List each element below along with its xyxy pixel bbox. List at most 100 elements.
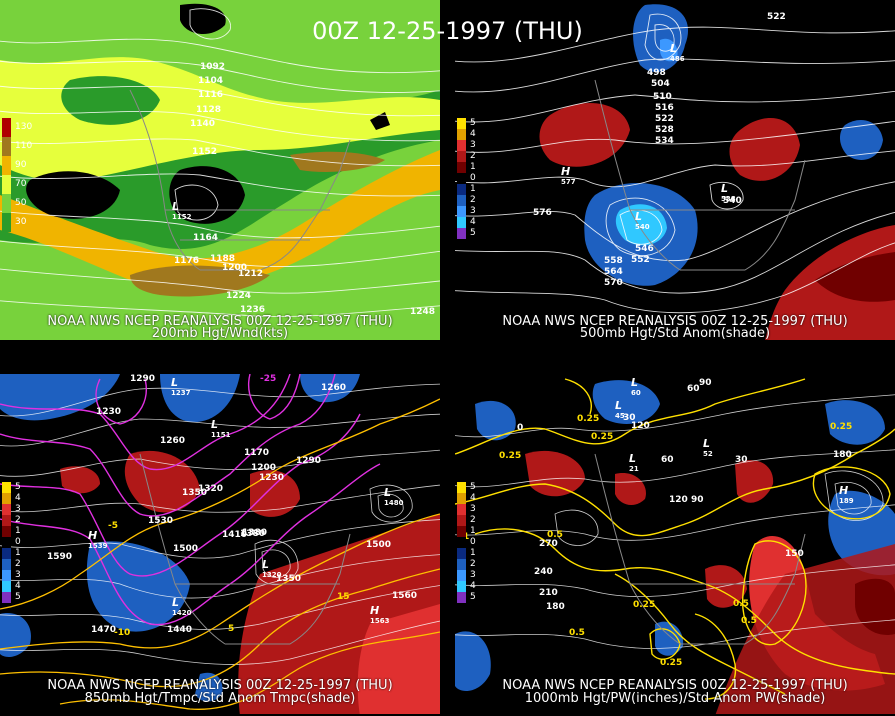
contour-label: 1116 bbox=[198, 90, 224, 100]
contour-label: 1200 bbox=[251, 463, 277, 473]
contour-label: 1410 bbox=[222, 530, 248, 540]
low-center: L 60 bbox=[631, 376, 641, 397]
legend-swatch bbox=[2, 156, 11, 175]
contour-label: 522 bbox=[767, 12, 786, 22]
legend-label: 0 bbox=[15, 537, 21, 547]
legend-swatch bbox=[457, 118, 466, 129]
contour-label: 540 bbox=[723, 196, 742, 206]
temperature-label: -25 bbox=[260, 374, 277, 384]
legend-label: 3 bbox=[470, 504, 476, 514]
legend-label: 4 bbox=[470, 129, 476, 139]
legend-swatch bbox=[2, 559, 11, 570]
panel-subtitle: 200mb Hgt/Wnd(kts) bbox=[151, 326, 289, 340]
contour-label: 1224 bbox=[226, 291, 252, 301]
legend-label: 30 bbox=[15, 217, 27, 227]
contour-label: 270 bbox=[539, 539, 558, 549]
contour-label: 1188 bbox=[210, 254, 236, 264]
legend-swatch bbox=[457, 162, 466, 173]
panel-subtitle: 500mb Hgt/Std Anom(shade) bbox=[579, 326, 771, 340]
contour-label: 1164 bbox=[193, 233, 219, 243]
legend-swatch bbox=[2, 537, 11, 548]
legend-label: 2 bbox=[470, 151, 476, 161]
contour-label: 522 bbox=[655, 114, 674, 124]
contour-label: 564 bbox=[604, 267, 623, 277]
legend-label: 2 bbox=[15, 559, 21, 569]
temperature-label: 15 bbox=[337, 592, 350, 602]
contour-label: 1140 bbox=[190, 119, 216, 129]
legend-label: 3 bbox=[470, 206, 476, 216]
low-center: L 540 bbox=[635, 210, 650, 231]
contour-label: 498 bbox=[647, 68, 666, 78]
pw-label: 0.25 bbox=[633, 600, 656, 610]
legend-swatch bbox=[457, 548, 466, 559]
low-center: L 1480 bbox=[384, 486, 404, 507]
contour-label: 30 bbox=[623, 413, 636, 423]
legend-label: 4 bbox=[470, 493, 476, 503]
contour-label: 1500 bbox=[173, 544, 199, 554]
legend-label: 1 bbox=[470, 548, 476, 558]
legend-swatch bbox=[457, 195, 466, 206]
legend-label: 130 bbox=[15, 122, 33, 132]
legend-swatch bbox=[457, 217, 466, 228]
legend-swatch bbox=[2, 175, 11, 194]
contour-label: 1380 bbox=[242, 528, 268, 538]
contour-label: 1152 bbox=[192, 147, 218, 157]
map-850mb bbox=[0, 374, 440, 714]
legend-swatch bbox=[457, 559, 466, 570]
contour-label: 516 bbox=[655, 103, 674, 113]
contour-label: 0 bbox=[517, 423, 524, 433]
legend-swatch bbox=[457, 581, 466, 592]
legend-swatch bbox=[457, 515, 466, 526]
legend-swatch bbox=[457, 592, 466, 603]
panel-200mb-height-wind: 130 110 90 70 50 30 1092 1104 1116 1128 1140 … bbox=[0, 0, 440, 340]
legend-swatch bbox=[2, 592, 11, 603]
contour-label: 1212 bbox=[238, 269, 264, 279]
contour-label: 180 bbox=[546, 602, 565, 612]
contour-label: 528 bbox=[655, 125, 674, 135]
contour-label: 534 bbox=[655, 136, 674, 146]
legend-200mb: 130 110 90 70 50 30 bbox=[2, 118, 32, 232]
high-center: H 1539 bbox=[88, 529, 108, 550]
contour-label: 180 bbox=[833, 450, 852, 460]
legend-label: 110 bbox=[15, 141, 33, 151]
legend-label: 4 bbox=[15, 581, 21, 591]
low-center: L 538 bbox=[721, 182, 736, 203]
pw-label: 0.25 bbox=[660, 658, 683, 668]
high-center: H 577 bbox=[561, 165, 576, 186]
legend-swatch bbox=[2, 581, 11, 592]
legend-label: 70 bbox=[15, 179, 27, 189]
contour-label: 558 bbox=[604, 256, 623, 266]
pw-label: 0.25 bbox=[499, 451, 522, 461]
pw-label: 1 bbox=[463, 532, 470, 542]
legend-swatch bbox=[457, 129, 466, 140]
contour-label: 1104 bbox=[198, 76, 224, 86]
low-center: L 1151 bbox=[211, 418, 231, 439]
legend-swatch bbox=[2, 526, 11, 537]
low-center: L 1320 bbox=[262, 558, 282, 579]
contour-label: 60 bbox=[661, 455, 674, 465]
legend-label: 5 bbox=[470, 482, 476, 492]
legend-label: 5 bbox=[470, 228, 476, 238]
contour-label: 1350 bbox=[182, 488, 208, 498]
legend-label: 3 bbox=[15, 504, 21, 514]
panel-header: NOAA NWS NCEP REANALYSIS 00Z 12-25-1997 … bbox=[502, 314, 848, 329]
temperature-label: 5 bbox=[228, 624, 235, 634]
legend-label: 3 bbox=[470, 140, 476, 150]
high-center: H 1563 bbox=[370, 604, 390, 625]
low-center: L 486 bbox=[670, 42, 685, 63]
legend-swatch bbox=[2, 482, 11, 493]
pw-label: 0.5 bbox=[569, 628, 585, 638]
contour-label: 1530 bbox=[148, 516, 174, 526]
contour-label: 1176 bbox=[174, 256, 200, 266]
legend-label: 5 bbox=[470, 118, 476, 128]
legend-swatch bbox=[2, 118, 11, 137]
contour-label: 1260 bbox=[321, 383, 347, 393]
high-center: H 189 bbox=[839, 484, 854, 505]
legend-swatch bbox=[457, 140, 466, 151]
contour-label: 120 bbox=[631, 421, 650, 431]
low-center: L 52 bbox=[703, 437, 713, 458]
